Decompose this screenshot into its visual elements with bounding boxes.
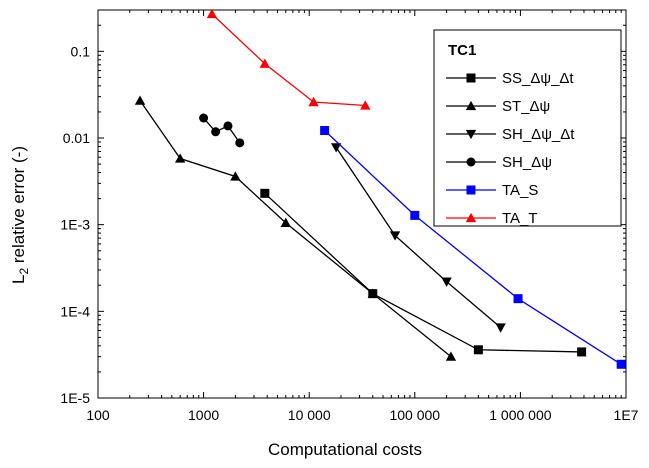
y-tick-label: 1E-4 — [60, 303, 90, 319]
legend-label: TA_S — [502, 182, 538, 199]
x-tick-label: 1 000 000 — [489, 407, 551, 423]
data-point — [211, 127, 221, 137]
series-2 — [134, 95, 457, 361]
legend-item: ST_Δψ — [446, 98, 550, 115]
legend-item: SS_Δψ_Δt — [446, 70, 574, 87]
data-point — [513, 294, 523, 304]
series-6 — [206, 8, 371, 110]
data-point — [206, 8, 218, 19]
x-tick-label: 100 — [86, 407, 110, 423]
data-point — [577, 347, 587, 357]
y-axis-title-suffix: relative error (-) — [8, 145, 28, 268]
x-axis-title: Computational costs — [268, 440, 423, 459]
data-point — [445, 351, 457, 361]
data-point — [280, 217, 291, 227]
y-tick-label: 0.1 — [71, 43, 91, 59]
x-tick-label: 1000 — [188, 407, 219, 423]
series-line — [139, 100, 452, 358]
data-point — [441, 277, 452, 287]
y-axis-title: L2 relative error (-) — [9, 146, 31, 284]
data-point — [308, 96, 319, 107]
data-point — [235, 138, 245, 148]
data-point — [495, 323, 506, 333]
series-line — [264, 192, 582, 353]
legend-title: TC1 — [448, 42, 476, 59]
data-point — [199, 113, 209, 123]
plot-border — [97, 9, 627, 399]
legend-marker — [466, 185, 476, 195]
y-tick-label: 1E-3 — [60, 217, 90, 233]
x-axis: 100 1000 10 000 100 000 1 000 000 1E7 — [86, 10, 639, 423]
legend-marker — [465, 212, 477, 223]
legend-marker — [466, 157, 476, 167]
legend-marker — [465, 129, 477, 140]
data-point — [230, 171, 241, 181]
series-layer — [134, 8, 626, 369]
data-point — [174, 153, 186, 163]
y-tick-label: 0.01 — [63, 130, 90, 146]
data-point — [223, 121, 233, 131]
data-point — [473, 345, 483, 355]
series-line — [335, 147, 502, 329]
series-4 — [199, 113, 245, 148]
legend-label: ST_Δψ — [502, 98, 550, 115]
data-point — [260, 188, 270, 198]
y-axis: 1E-5 1E-4 1E-3 0.01 0.1 — [60, 9, 626, 406]
plot-frame — [97, 9, 627, 399]
legend: TC1 SS_Δψ_Δt ST_Δψ SH_Δψ_Δt SH_Δψ TA_S TA_T — [433, 29, 622, 227]
x-tick-label: 1E7 — [614, 407, 639, 423]
y-axis-title-prefix: L — [8, 274, 28, 285]
data-point — [616, 359, 626, 369]
legend-marker — [466, 73, 476, 83]
series-line — [211, 13, 366, 107]
y-axis-title-wrap: L2 relative error (-) — [8, 95, 32, 335]
legend-box — [433, 29, 622, 227]
legend-item: TA_S — [446, 182, 538, 199]
legend-item: TA_T — [446, 210, 538, 227]
data-point — [410, 210, 420, 220]
x-tick-label: 10 000 — [288, 407, 331, 423]
y-axis-title-subscript: 2 — [17, 267, 32, 275]
legend-item: SH_Δψ_Δt — [446, 126, 575, 143]
series-line — [324, 130, 622, 365]
series-3 — [330, 143, 506, 333]
data-point — [360, 100, 371, 110]
legend-label: TA_T — [502, 210, 538, 227]
legend-item: SH_Δψ — [446, 154, 552, 171]
legend-label: SS_Δψ_Δt — [502, 70, 574, 87]
data-point — [389, 231, 401, 241]
legend-marker — [465, 100, 477, 111]
legend-label: SH_Δψ — [502, 154, 552, 171]
x-tick-label: 100 000 — [389, 407, 440, 423]
y-tick-label: 1E-5 — [60, 390, 90, 406]
legend-label: SH_Δψ_Δt — [502, 126, 575, 143]
series-line — [203, 117, 241, 144]
data-point — [320, 126, 330, 136]
data-point — [259, 58, 271, 68]
series-5 — [320, 126, 626, 369]
data-point — [134, 95, 146, 105]
data-point — [330, 143, 342, 153]
data-point — [367, 288, 378, 298]
